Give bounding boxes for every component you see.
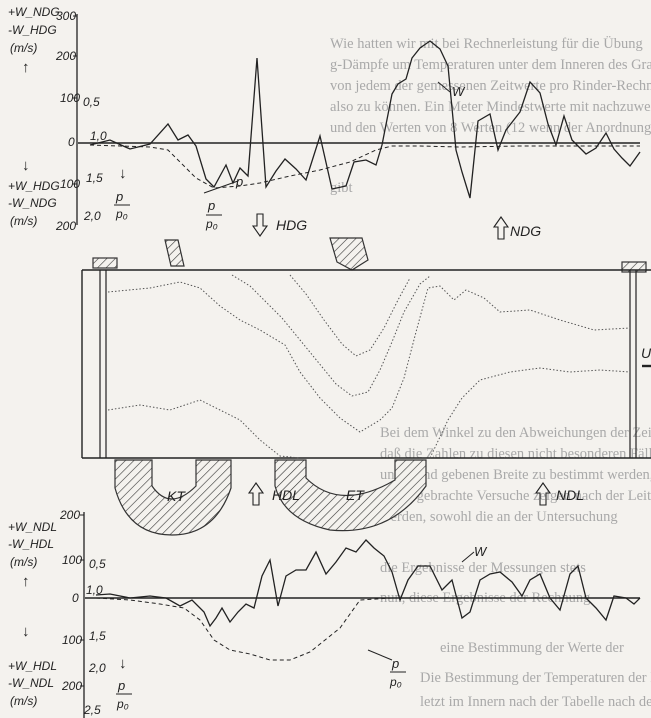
bottom-w-label: W bbox=[474, 544, 488, 559]
bottom-w-tick: 100 bbox=[62, 633, 82, 647]
top-p-num: p bbox=[235, 174, 243, 189]
top-p-tick: 2,0 bbox=[83, 209, 101, 223]
zone-label-et: ET bbox=[346, 487, 365, 503]
zone-label-ndg: NDG bbox=[510, 223, 541, 239]
top-zone-markers: HDG NDG bbox=[251, 213, 541, 240]
flow-line bbox=[289, 274, 411, 357]
top-chart-axis: +W_NDG -W_HDG (m/s) ↑ 300 200 100 0 100 … bbox=[8, 5, 130, 233]
bottom-p-tick: 1,5 bbox=[89, 629, 106, 643]
top-p-left-num: p bbox=[115, 189, 123, 204]
bottom-p-arrow: ↓ bbox=[119, 655, 127, 672]
top-w-tick: 100 bbox=[60, 177, 80, 191]
top-w-curve bbox=[89, 40, 641, 199]
bottom-w-tick: 200 bbox=[59, 508, 80, 522]
bottom-p-tick: 2,0 bbox=[88, 661, 106, 675]
top-p-curve bbox=[89, 144, 640, 189]
bottom-up-arrow: ↑ bbox=[22, 573, 30, 590]
bottom-p-tick: 0,5 bbox=[89, 557, 106, 571]
zone-label-hdg: HDG bbox=[276, 217, 307, 233]
top-p-tick: 0,5 bbox=[83, 95, 100, 109]
top-y-unit: (m/s) bbox=[10, 41, 37, 55]
bottom-w-tick: 100 bbox=[62, 553, 82, 567]
top-w-label: W bbox=[452, 84, 466, 99]
background-line: Bei dem Winkel zu den Abweichungen der Z… bbox=[380, 425, 651, 441]
bottom-p0-label: p₀ bbox=[389, 675, 402, 689]
top-w-tick: 300 bbox=[56, 9, 76, 23]
bottom-y-label-neg: -W_HDL bbox=[8, 537, 54, 551]
bottom-chart-plot: W p p₀ bbox=[85, 539, 641, 689]
background-line: also zu können. Ein Meter Mindestwerte m… bbox=[330, 99, 651, 115]
flow-line bbox=[107, 281, 631, 433]
background-line: zuvor gebrachte Versuche zeigen nach der… bbox=[380, 488, 651, 504]
zone-label-ndl: NDL bbox=[556, 487, 584, 503]
bottom-p-tick: 1,0 bbox=[86, 583, 103, 597]
bottom-hatched-blocks: KT ET HDL NDL bbox=[114, 459, 584, 536]
bottom-p-left-den: p₀ bbox=[116, 697, 129, 711]
top-up-arrow: ↑ bbox=[22, 59, 30, 76]
background-line: werden, sowohl die an der Untersuchung bbox=[380, 509, 618, 525]
top-p-tick: 1,0 bbox=[90, 129, 107, 143]
bottom-chart-axis: +W_NDL -W_HDL (m/s) ↑ 200 100 0 100 200 … bbox=[8, 508, 132, 718]
bottom-p-left-num: p bbox=[117, 678, 125, 693]
top-p0-label: p₀ bbox=[205, 217, 218, 231]
bottom-lower-unit: (m/s) bbox=[10, 694, 37, 708]
bottom-y-unit: (m/s) bbox=[10, 555, 37, 569]
top-w-tick: 0 bbox=[68, 135, 75, 149]
bottom-lower-label-pos: +W_HDL bbox=[8, 659, 57, 673]
top-y-label-neg: -W_HDG bbox=[8, 23, 57, 37]
top-lower-unit: (m/s) bbox=[10, 214, 37, 228]
background-line: und den Werten von 8 Werten (12 wenn der… bbox=[330, 120, 651, 136]
top-down-arrow: ↓ bbox=[22, 157, 30, 174]
flow-line bbox=[231, 274, 431, 397]
background-line: Die Bestimmung der Temperaturen der Meßs… bbox=[420, 670, 651, 686]
background-line: g-Dämpfe um Temperaturen unter dem Inner… bbox=[330, 57, 651, 73]
top-chart-plot: W p p p₀ bbox=[78, 40, 641, 231]
bottom-p-curve bbox=[95, 597, 640, 661]
top-p-tick: 1,5 bbox=[86, 171, 103, 185]
bottom-down-arrow: ↓ bbox=[22, 623, 30, 640]
background-line: von jedem der gemessenen Zeitwerte pro R… bbox=[330, 78, 651, 94]
flow-line bbox=[429, 367, 631, 459]
bottom-w-curve bbox=[95, 539, 641, 628]
background-line: unten und gebenen Breite zu bestimmt wer… bbox=[380, 467, 651, 483]
edge-label: U bbox=[641, 345, 651, 361]
top-y-label-pos: +W_NDG bbox=[8, 5, 60, 19]
top-p-arrow: ↓ bbox=[119, 165, 127, 182]
bottom-p-tick: 2,5 bbox=[83, 703, 101, 717]
bottom-y-label-pos: +W_NDL bbox=[8, 520, 57, 534]
top-hatched-blocks bbox=[92, 237, 647, 273]
top-lower-label-pos: +W_HDG bbox=[8, 179, 60, 193]
bottom-w-tick: 0 bbox=[72, 591, 79, 605]
top-w-tick: 100 bbox=[60, 91, 80, 105]
background-line: Wie hatten wir mit bei Rechnerleistung f… bbox=[330, 36, 643, 52]
top-p-label: p bbox=[207, 198, 215, 213]
channel: U bbox=[81, 269, 651, 459]
top-w-tick: 200 bbox=[55, 49, 76, 63]
background-line: die Ergebnisse der Messungen stets bbox=[380, 560, 586, 576]
background-line: eine Bestimmung der Werte der bbox=[440, 640, 624, 656]
flow-line bbox=[107, 399, 301, 459]
bottom-w-tick: 200 bbox=[61, 679, 82, 693]
top-p-left-den: p₀ bbox=[115, 207, 128, 221]
top-w-tick: 200 bbox=[55, 219, 76, 233]
background-line: letzt im Innern nach der Tabelle nach de… bbox=[420, 694, 651, 710]
zone-label-kt: KT bbox=[167, 488, 186, 504]
bottom-lower-label-neg: -W_NDL bbox=[8, 676, 54, 690]
bottom-p-label: p bbox=[391, 656, 399, 671]
top-lower-label-neg: -W_NDG bbox=[8, 196, 57, 210]
zone-label-hdl: HDL bbox=[272, 487, 300, 503]
